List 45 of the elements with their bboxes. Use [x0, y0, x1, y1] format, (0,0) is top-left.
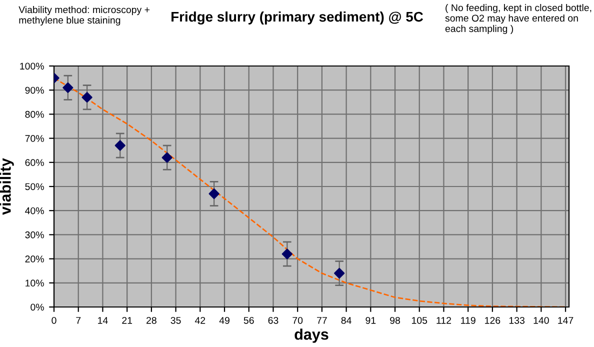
x-tick-label: 49 — [219, 316, 230, 324]
x-tick-label: 56 — [244, 316, 254, 324]
point — [82, 92, 92, 103]
point — [162, 152, 172, 163]
point — [282, 248, 292, 260]
y-tick-label: 50% — [25, 183, 44, 190]
point — [334, 268, 345, 279]
x-tick-label: 119 — [461, 316, 476, 324]
x-tick-label: 140 — [534, 316, 549, 324]
y-tick-label: 60% — [25, 159, 44, 166]
x-tick-label: 63 — [268, 316, 278, 324]
y-tick-label: 90% — [25, 86, 44, 94]
x-tick-label: 84 — [341, 316, 352, 324]
y-tick-label: 100% — [20, 62, 44, 70]
y-tick-label: 40% — [25, 207, 44, 214]
text: ( No feeding, kept in closed bottle, some O2 may have entered on each sampling ) — [445, 4, 592, 34]
x-tick-label: 98 — [390, 316, 400, 324]
x-tick-label: 112 — [436, 316, 451, 324]
chart-title: Fridge slurry (primary sediment) @ 5C — [172, 11, 424, 25]
x-tick-label: 91 — [366, 316, 376, 324]
x-tick-label: 133 — [509, 316, 524, 324]
point — [62, 82, 74, 93]
y-tick-label: 30% — [25, 231, 44, 238]
x-tick-label: 70 — [292, 316, 303, 324]
y-tick-label: 0% — [30, 304, 44, 311]
x-tick-label: 105 — [412, 316, 428, 324]
x-tick-label: 28 — [146, 316, 156, 324]
x-tick-label: 35 — [170, 316, 181, 324]
point — [208, 188, 220, 200]
text: Viability method: microscopy + methylene blue staining — [18, 6, 150, 26]
x-tick-label: 21 — [122, 316, 132, 324]
y-tick-label: 10% — [26, 280, 44, 287]
x-tick-label: 126 — [485, 316, 500, 324]
x-tick-label: 0 — [52, 316, 56, 324]
x-axis-title: days — [294, 328, 328, 343]
x-tick-label: 77 — [317, 317, 327, 324]
x-tick-label: 147 — [558, 317, 574, 324]
y-tick-label: 20% — [25, 256, 44, 262]
x-tick-label: 42 — [194, 316, 206, 324]
y-tick-label: 80% — [25, 110, 44, 118]
y-tick-label: 70% — [25, 135, 44, 142]
y-axis-title: viability — [0, 158, 14, 215]
x-tick-label: 14 — [98, 317, 108, 324]
point — [114, 140, 126, 151]
x-tick-label: 7 — [76, 317, 81, 324]
